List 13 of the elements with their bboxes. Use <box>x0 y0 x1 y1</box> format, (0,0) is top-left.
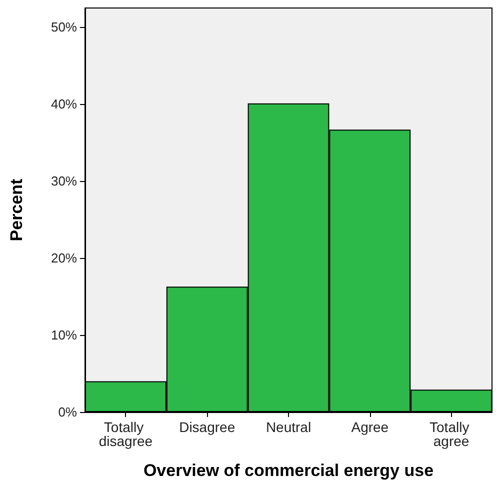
x-tick-label: Neutral <box>266 419 312 435</box>
y-tick-label: 50% <box>50 20 78 35</box>
y-tick-label: 0% <box>58 404 78 420</box>
x-tick-label: Agree <box>351 419 389 435</box>
y-tick-label: 30% <box>50 174 78 189</box>
y-tick-label: 40% <box>50 96 78 112</box>
x-tick-label: Disagree <box>179 419 236 435</box>
y-tick-label: 20% <box>50 250 78 266</box>
x-tick-label: Totally agree <box>430 419 474 449</box>
y-axis-title: Percent <box>7 178 26 242</box>
x-tick-label: Totally disagree <box>98 419 153 449</box>
x-axis-title: Overview of commercial energy use <box>143 461 434 480</box>
y-tick-label: 10% <box>50 328 78 343</box>
